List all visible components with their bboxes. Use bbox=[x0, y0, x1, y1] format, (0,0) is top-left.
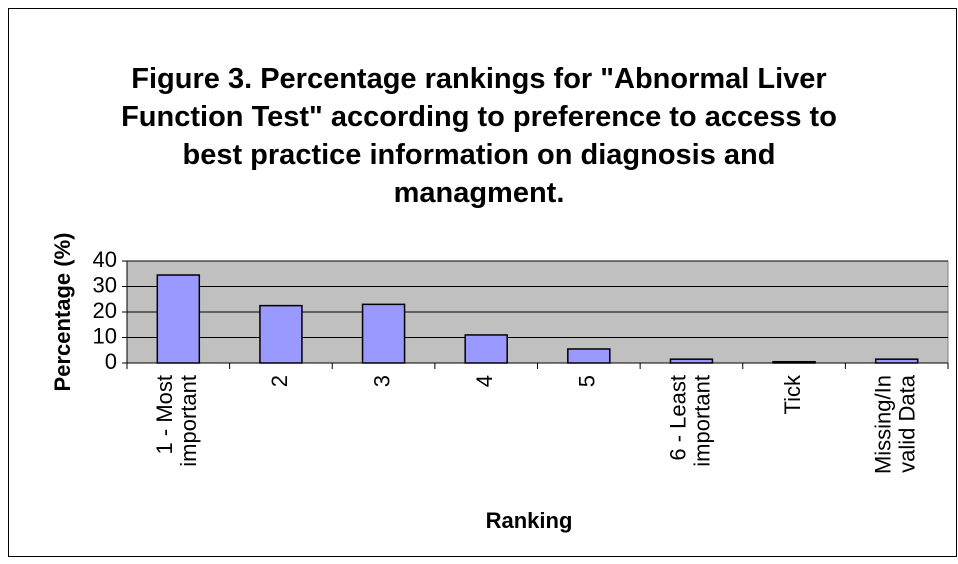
y-tick-label: 20 bbox=[93, 298, 117, 323]
x-tick-label-line: 2 bbox=[267, 375, 292, 387]
x-tick-label-line: 3 bbox=[369, 375, 394, 387]
x-tick-label-line: 6 - Least bbox=[665, 375, 690, 461]
bar bbox=[669, 358, 714, 364]
bar bbox=[772, 360, 816, 364]
x-tick-label-line: important bbox=[176, 375, 201, 467]
chart-frame bbox=[8, 8, 957, 557]
x-tick-label: 3 bbox=[369, 375, 394, 387]
x-tick-label: Tick bbox=[780, 374, 805, 415]
x-tick-label-line: important bbox=[689, 375, 714, 467]
x-axis-label: Ranking bbox=[486, 508, 573, 533]
x-tick-label: 6 - Leastimportant bbox=[665, 375, 714, 467]
y-tick-label: 40 bbox=[93, 247, 117, 272]
x-tick-label: 5 bbox=[575, 375, 600, 387]
x-tick-label: Missing/Invalid Data bbox=[871, 374, 920, 474]
x-tick-label-line: 1 - Most bbox=[152, 375, 177, 454]
x-tick-label: 2 bbox=[267, 375, 292, 387]
x-tick-label-line: 5 bbox=[575, 375, 600, 387]
x-tick-label: 4 bbox=[472, 375, 497, 387]
y-tick-label: 30 bbox=[93, 272, 117, 297]
bar bbox=[259, 304, 303, 364]
x-tick-label: 1 - Mostimportant bbox=[152, 375, 201, 467]
y-tick-label: 10 bbox=[93, 323, 117, 348]
x-tick-label-line: Tick bbox=[780, 374, 805, 415]
x-tick-label-line: 4 bbox=[472, 375, 497, 387]
bar bbox=[874, 358, 919, 364]
bar bbox=[464, 334, 508, 364]
x-tick-label-line: valid Data bbox=[895, 374, 920, 473]
bar bbox=[361, 303, 406, 364]
bar bbox=[156, 274, 201, 364]
bar bbox=[567, 348, 611, 364]
chart-title: Figure 3. Percentage rankings for "Abnor… bbox=[121, 63, 837, 209]
x-tick-label-line: Missing/In bbox=[871, 375, 896, 474]
y-tick-label: 0 bbox=[105, 349, 117, 374]
y-axis-label: Percentage (%) bbox=[50, 233, 75, 392]
